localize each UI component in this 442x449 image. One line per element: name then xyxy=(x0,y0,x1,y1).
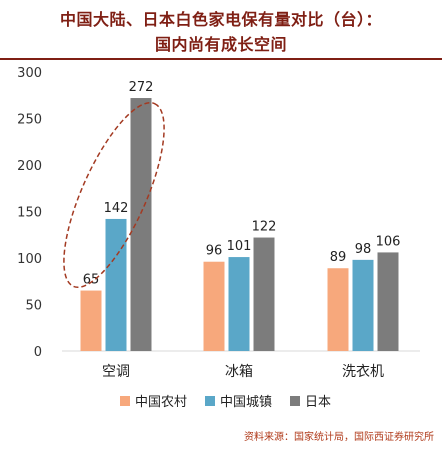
y-tick-label: 200 xyxy=(17,159,42,174)
y-tick-label: 100 xyxy=(17,252,42,267)
bar-3-3 xyxy=(377,252,399,351)
data-label: 272 xyxy=(129,80,154,95)
data-label: 98 xyxy=(355,242,372,257)
data-label: 101 xyxy=(227,239,252,254)
bar-2-3 xyxy=(352,259,374,351)
bar-1-1 xyxy=(80,290,102,351)
x-category-label: 冰箱 xyxy=(225,364,253,380)
legend-swatch xyxy=(290,396,300,406)
chart-title-line-2: 国内尚有成长空间 xyxy=(154,35,287,54)
legend-label: 日本 xyxy=(305,395,331,410)
y-tick-label: 50 xyxy=(25,299,42,314)
data-label: 122 xyxy=(252,220,277,235)
title-bar: 中国大陆、日本白色家电保有量对比（台）： 国内尚有成长空间 xyxy=(0,0,442,60)
chart-title-line-1: 中国大陆、日本白色家电保有量对比（台）： xyxy=(59,10,382,29)
bar-2-2 xyxy=(228,257,250,351)
legend-swatch xyxy=(205,396,215,406)
bar-1-3 xyxy=(327,268,349,351)
legend-label: 中国农村 xyxy=(135,395,187,410)
data-label: 65 xyxy=(83,273,100,288)
y-tick-label: 0 xyxy=(34,345,42,360)
y-tick-label: 150 xyxy=(17,206,42,221)
legend-swatch xyxy=(120,396,130,406)
bar-3-1 xyxy=(130,98,152,351)
data-label: 89 xyxy=(330,250,347,265)
y-tick-label: 300 xyxy=(17,66,42,81)
data-label: 106 xyxy=(376,234,401,249)
source-note: 资料来源：国家统计局，国际西证券研究所 xyxy=(244,432,434,443)
x-category-label: 空调 xyxy=(102,364,130,380)
bar-1-2 xyxy=(203,261,225,351)
highlight-ellipse xyxy=(63,101,165,289)
y-tick-label: 250 xyxy=(17,113,42,128)
data-label: 142 xyxy=(104,201,129,216)
data-label: 96 xyxy=(206,244,223,259)
x-category-label: 洗衣机 xyxy=(342,364,384,380)
bar-3-2 xyxy=(253,237,275,351)
legend-label: 中国城镇 xyxy=(220,395,272,410)
bar-2-1 xyxy=(105,218,127,351)
